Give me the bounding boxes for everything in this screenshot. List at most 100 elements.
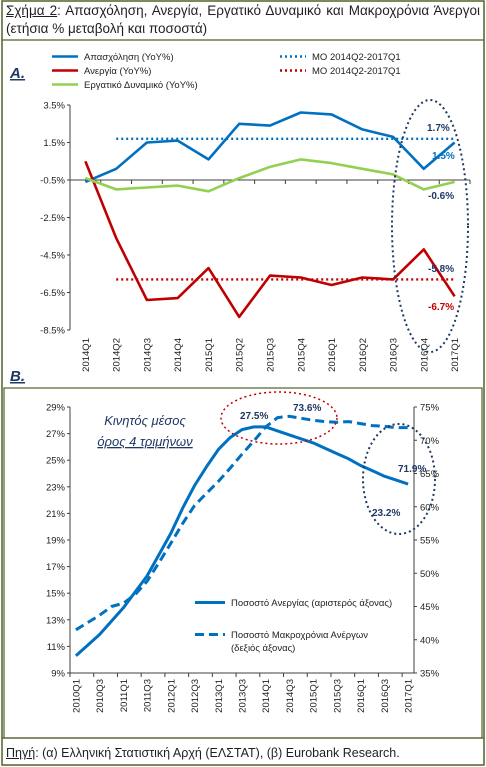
panel-b-axes: 29% 27% 25% 23% 21% 19% 17% 15% 13% 11% 9% 75% 70% 65… xyxy=(46,403,440,713)
panel-a-legend-label: ΜΟ 2014Q2-2017Q1 xyxy=(312,66,401,77)
panel-b-y-left-tick-label: 19% xyxy=(46,536,66,547)
panel-b-y-right-tick-label: 75% xyxy=(420,403,440,414)
panel-a-annotation-label: -0.6% xyxy=(428,191,454,202)
panel-b-legend-label: Ποσοστό Ανεργίας (αριστερός άξονας) xyxy=(231,598,392,609)
panel-a-x-tick-label: 2015Q4 xyxy=(296,338,307,372)
panel-b-annotation-label: 23.2% xyxy=(372,508,400,519)
panel-a-y-tick-label: -6.5% xyxy=(40,288,65,299)
panel-b-peak-ellipse xyxy=(220,391,338,445)
panel-b-annotation-label: 71.9% xyxy=(398,464,426,475)
source-label: Πηγή xyxy=(6,746,36,760)
panel-a-x-tick-label: 2016Q3 xyxy=(389,338,400,372)
panel-b-x-tick-label: 2013Q3 xyxy=(238,679,249,713)
panel-b-y-left-tick-label: 25% xyxy=(46,456,66,467)
panel-a-axes: 3.5% 1.5% -0.5% -2.5% -4.5% -6.5% -8.5% 2014Q1 2… xyxy=(40,101,471,372)
panel-a-series-line-2 xyxy=(84,158,455,193)
panel-b-y-right-tick-label: 35% xyxy=(420,669,440,680)
panel-b-x-tick-label: 2010Q3 xyxy=(95,679,106,713)
panel-b-y-left-tick-label: 23% xyxy=(46,482,66,493)
panel-a-x-tick-label: 2017Q1 xyxy=(450,338,461,372)
panel-b-series-line-0 xyxy=(74,425,409,657)
panel-b-x-tick-label: 2011Q1 xyxy=(119,679,130,712)
panel-b-annotation-label: 27.5% xyxy=(240,411,268,422)
panel-b-annotations: Κινητός μέσος όρος 4 τριμήνων 27.5% 73.6% 71… xyxy=(97,391,436,535)
panel-b-recent-ellipse xyxy=(362,423,436,535)
panel-a-annotation-label: 1.7% xyxy=(427,123,450,134)
panel-a-y-tick-label: -2.5% xyxy=(40,213,65,224)
panel-b-x-tick-label: 2012Q3 xyxy=(190,679,201,713)
panel-a-label: A. xyxy=(9,65,25,82)
panel-a-y-tick-label: 3.5% xyxy=(43,101,65,112)
figure-label: Σχήμα 2 xyxy=(6,3,58,18)
panel-a-x-tick-label: 2016Q4 xyxy=(419,338,430,372)
panel-a-x-tick-label: 2014Q4 xyxy=(173,338,184,372)
panel-b-note-line: Κινητός μέσος xyxy=(104,413,186,428)
panel-b-y-left-tick-label: 17% xyxy=(46,562,66,573)
panel-b-note-line: όρος 4 τριμήνων xyxy=(97,434,193,449)
panel-a-series-line-1 xyxy=(84,160,456,319)
panel-a-y-tick-label: -8.5% xyxy=(40,326,65,337)
panel-b-chart: B. 29% 27% 25% 23% 21% 19% 17% 15% 13% 11% 9% 75% 70… xyxy=(10,368,440,713)
panel-a-legend-label: Απασχόληση (YoY%) xyxy=(84,52,174,63)
panel-a-x-tick-label: 2015Q3 xyxy=(266,338,277,372)
panel-a-x-tick-label: 2015Q2 xyxy=(235,338,246,372)
panel-a-x-tick-label: 2015Q1 xyxy=(204,338,215,372)
panel-a-annotation-label: -6.7% xyxy=(428,302,454,313)
panel-b-legend: Ποσοστό Ανεργίας (αριστερός άξονας) Ποσοσ… xyxy=(195,598,392,654)
panel-a-highlight-ellipse xyxy=(391,99,469,353)
panel-a-x-tick-label: 2014Q1 xyxy=(81,338,92,372)
panel-b-x-tick-label: 2015Q1 xyxy=(309,679,320,713)
panel-b-x-tick-label: 2010Q1 xyxy=(71,679,82,713)
panel-b-y-right-tick-label: 45% xyxy=(420,602,440,613)
panel-a-y-tick-label: 1.5% xyxy=(43,138,65,149)
panel-a-legend-label: Ανεργία (YoY%) xyxy=(84,66,151,77)
panel-b-y-right-tick-label: 60% xyxy=(420,502,440,513)
panel-a-annotation-label: -5.8% xyxy=(428,264,454,275)
panel-b-y-left-tick-label: 13% xyxy=(46,615,66,626)
panel-a-x-tick-label: 2014Q3 xyxy=(142,338,153,372)
panel-a-annotation-label: 1.5% xyxy=(432,151,455,162)
panel-b-x-tick-label: 2016Q3 xyxy=(380,679,391,713)
panel-b-x-tick-label: 2016Q1 xyxy=(356,679,367,713)
panel-a-series-line-0 xyxy=(84,111,456,184)
panel-b-x-tick-label: 2014Q3 xyxy=(285,679,296,713)
panel-a-legend-label: ΜΟ 2014Q2-2017Q1 xyxy=(312,52,401,63)
panel-b-annotation-label: 73.6% xyxy=(293,403,321,414)
panel-b-y-left-tick-label: 9% xyxy=(51,669,65,680)
panel-b-x-tick-label: 2013Q1 xyxy=(214,679,225,713)
panel-a-series xyxy=(84,111,456,319)
panel-a-chart: A. Απασχόληση (YoY%) Ανεργία (YoY%) Εργατι… xyxy=(9,52,471,372)
panel-b-x-tick-label: 2012Q1 xyxy=(166,679,177,713)
panel-b-label: B. xyxy=(10,368,25,385)
panel-b-y-right-tick-label: 65% xyxy=(420,469,440,480)
panel-b-x-tick-label: 2014Q1 xyxy=(261,679,272,713)
panel-a-x-tick-label: 2016Q1 xyxy=(327,338,338,372)
panel-b-y-left-tick-label: 15% xyxy=(46,589,66,600)
panel-b-y-right-tick-label: 40% xyxy=(420,635,440,646)
figure-title-text: Απασχόληση, Ανεργία, Εργατικό Δυναμικό κ… xyxy=(6,3,480,36)
panel-b-series xyxy=(74,414,409,657)
panel-b-legend-label: Ποσοστό Μακροχρόνια Ανέργων xyxy=(231,630,368,641)
panel-b-y-right-tick-label: 70% xyxy=(420,436,440,447)
panel-b-y-left-tick-label: 27% xyxy=(46,429,66,440)
source-note: Πηγή: (α) Ελληνική Στατιστική Αρχή (ΕΛΣΤ… xyxy=(6,746,400,760)
source-text: (α) Ελληνική Στατιστική Αρχή (ΕΛΣΤΑΤ), (… xyxy=(42,746,400,760)
panel-a-y-tick-label: -4.5% xyxy=(40,251,65,262)
panel-a-annotations: 1.7% 1.5% -0.6% -5.8% -6.7% xyxy=(391,99,469,353)
panel-b-y-right-tick-label: 50% xyxy=(420,569,440,580)
panel-b-y-right-tick-label: 55% xyxy=(420,536,440,547)
panel-b-y-left-tick-label: 21% xyxy=(46,509,66,520)
panel-b-y-left-tick-label: 29% xyxy=(46,403,66,414)
panel-a-x-tick-label: 2016Q2 xyxy=(358,338,369,372)
panel-b-series-line-1 xyxy=(75,414,409,632)
panel-b-x-tick-label: 2017Q1 xyxy=(404,679,415,713)
panel-a-y-tick-label: -0.5% xyxy=(40,176,65,187)
panel-a-x-tick-label: 2014Q2 xyxy=(112,338,123,372)
panel-b-y-left-tick-label: 11% xyxy=(47,642,66,653)
figure-title: Σχήμα 2: Απασχόληση, Ανεργία, Εργατικό Δ… xyxy=(6,3,480,36)
panel-b-legend-label: (δεξιός άξονας) xyxy=(231,643,295,654)
panel-a-legend-label: Εργατικό Δυναμικό (YoY%) xyxy=(84,80,198,91)
panel-b-x-tick-label: 2011Q3 xyxy=(143,679,154,712)
